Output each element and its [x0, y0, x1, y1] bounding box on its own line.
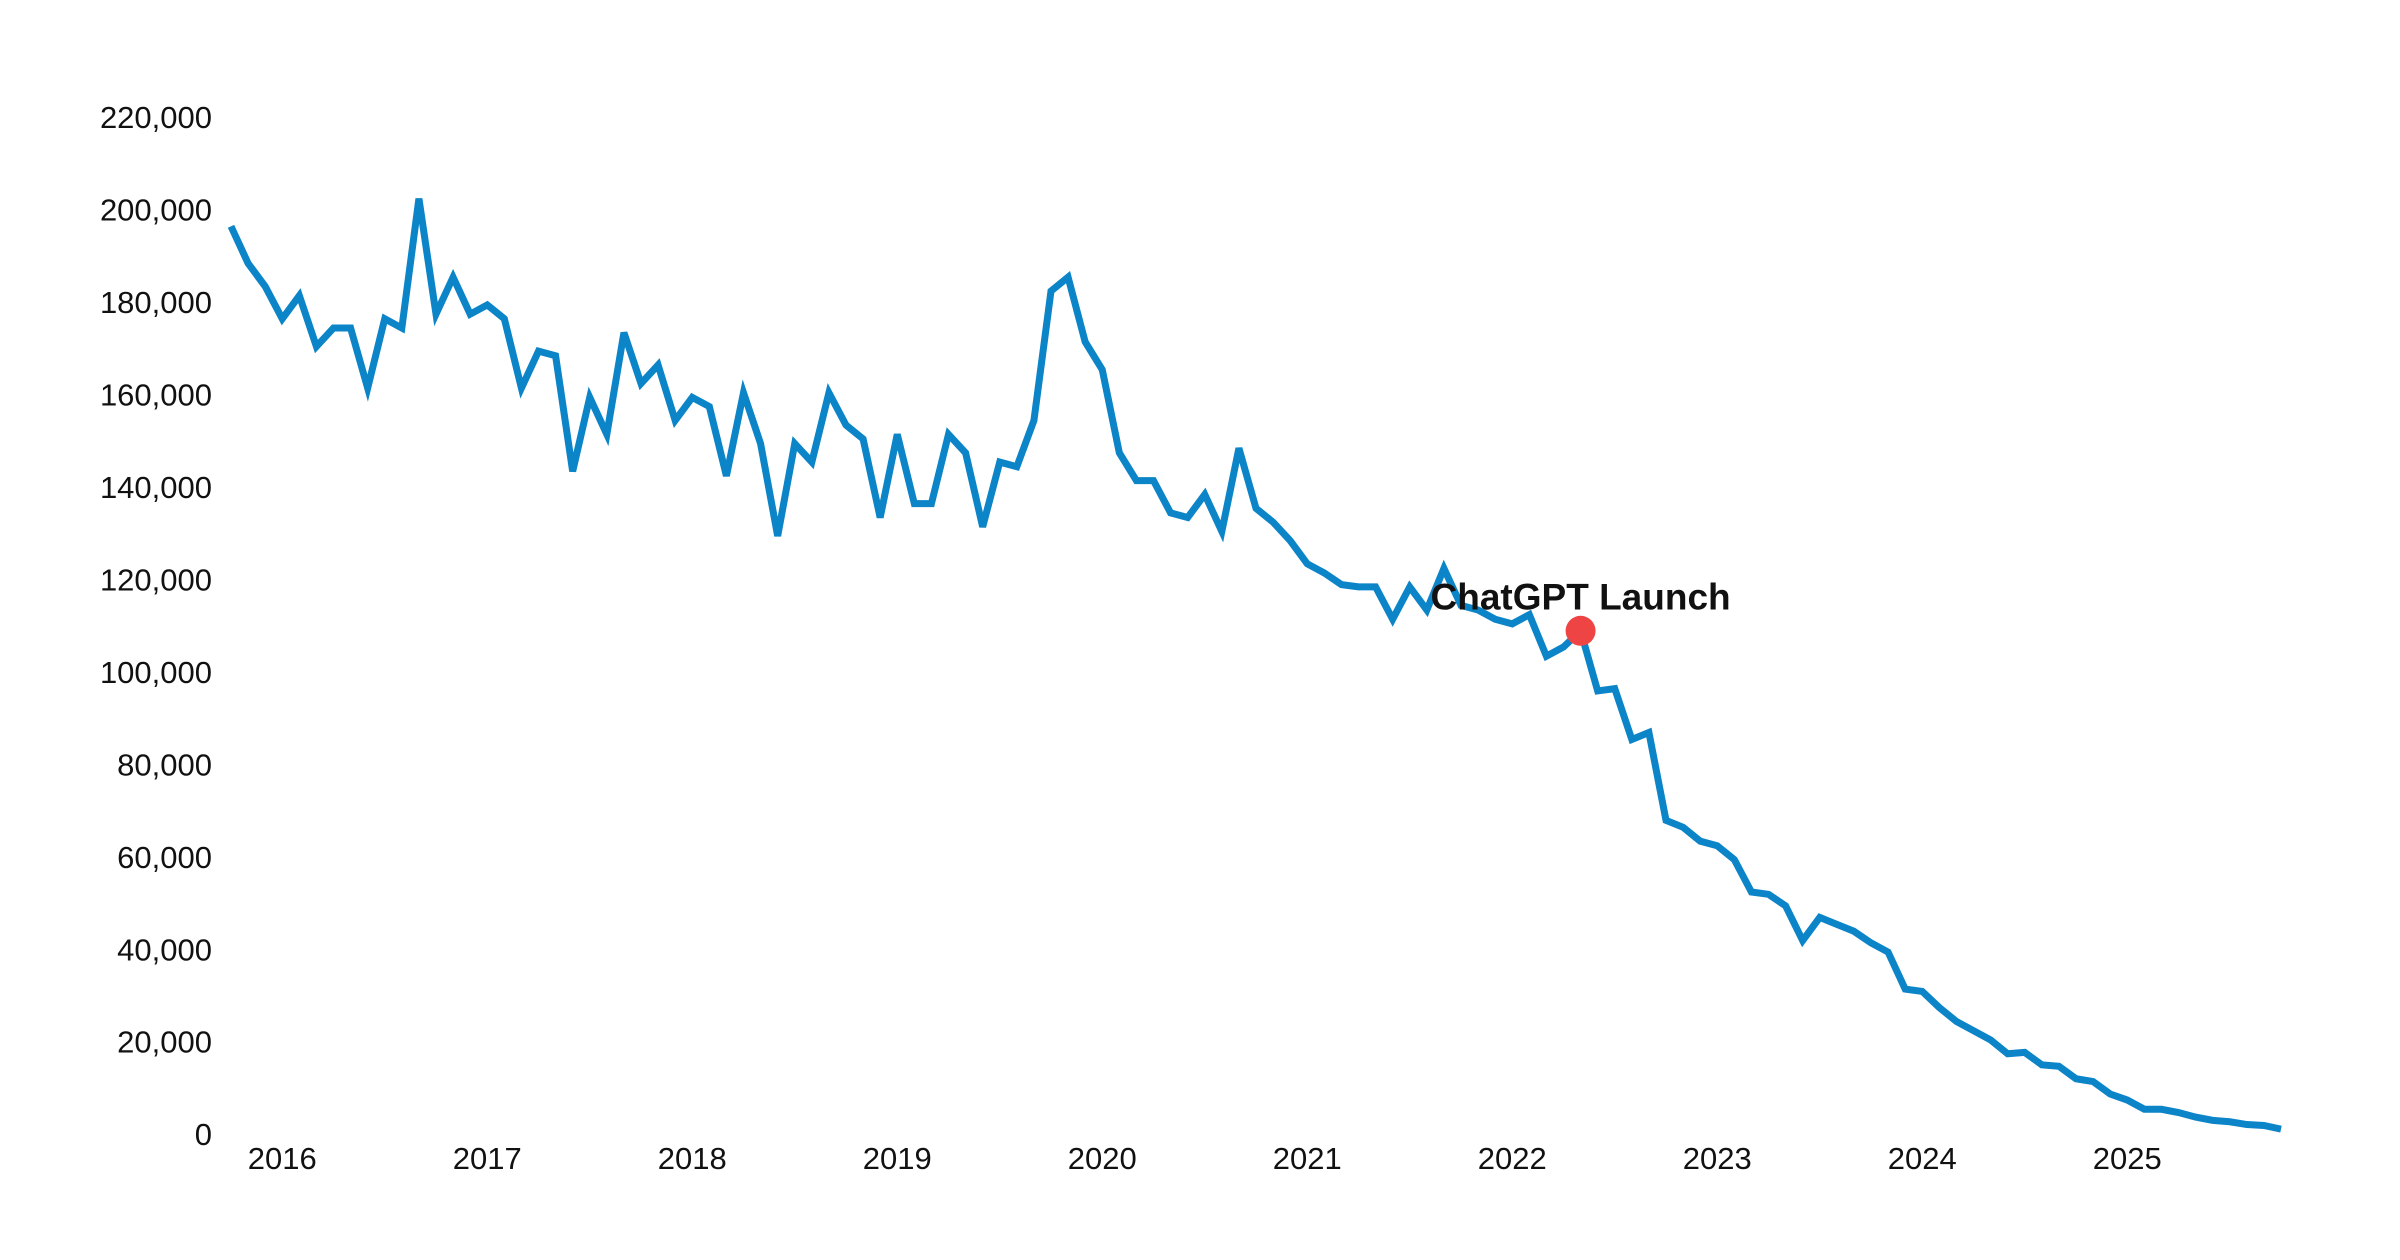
x-tick-label: 2021 — [1273, 1141, 1342, 1176]
line — [227, 198, 2282, 1133]
annotation-label: ChatGPT Launch — [1431, 577, 1731, 618]
y-tick-label: 140,000 — [100, 470, 212, 505]
x-tick-label: 2020 — [1068, 1141, 1137, 1176]
x-tick-label: 2019 — [863, 1141, 932, 1176]
y-tick-label: 200,000 — [100, 193, 212, 228]
x-tick-label: 2022 — [1478, 1141, 1547, 1176]
y-tick-label: 40,000 — [117, 932, 212, 967]
y-tick-label: 220,000 — [100, 100, 212, 135]
y-tick-label: 180,000 — [100, 285, 212, 320]
y-tick-label: 60,000 — [117, 840, 212, 875]
y-tick-label: 120,000 — [100, 562, 212, 597]
x-tick-label: 2018 — [658, 1141, 727, 1176]
x-tick-label: 2024 — [1888, 1141, 1957, 1176]
y-tick-label: 80,000 — [117, 747, 212, 782]
x-tick-label: 2017 — [453, 1141, 522, 1176]
annotation-marker — [1565, 615, 1596, 646]
y-tick-label: 0 — [195, 1117, 212, 1152]
y-tick-label: 160,000 — [100, 378, 212, 413]
y-tick-label: 100,000 — [100, 655, 212, 690]
x-tick-label: 2025 — [2093, 1141, 2162, 1176]
x-tick-label: 2023 — [1683, 1141, 1752, 1176]
y-tick-label: 20,000 — [117, 1025, 212, 1060]
x-tick-label: 2016 — [248, 1141, 317, 1176]
